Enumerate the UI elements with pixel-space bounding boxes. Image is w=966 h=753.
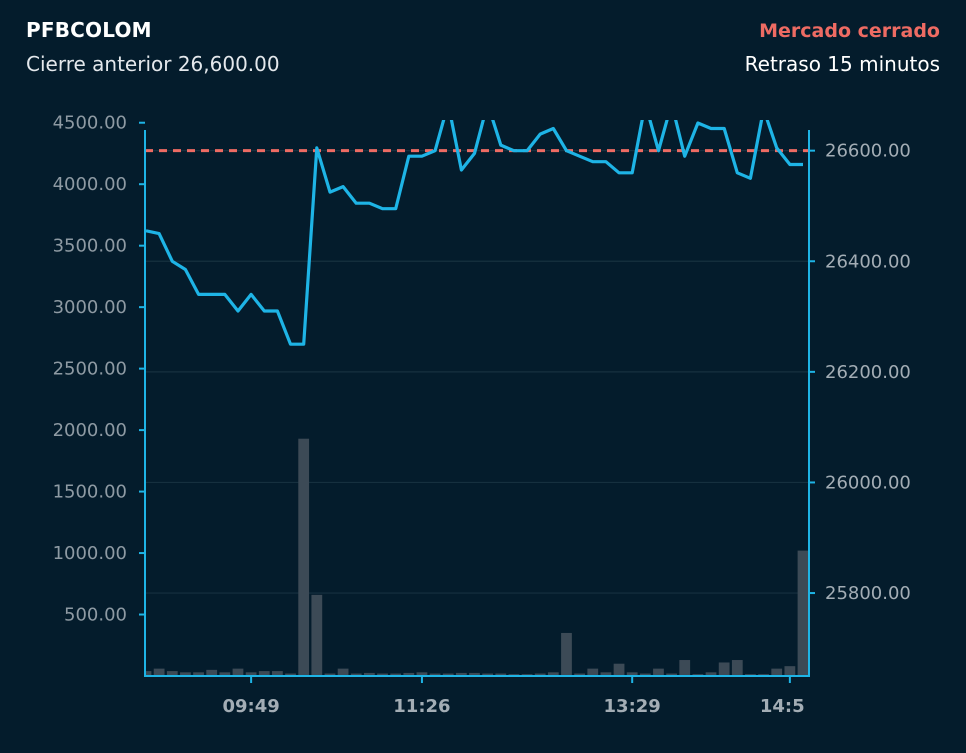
- volume-bar: [600, 672, 612, 676]
- volume-bar: [534, 673, 546, 676]
- volume-bar: [679, 660, 691, 676]
- volume-bar: [705, 672, 717, 676]
- volume-bar: [219, 672, 231, 676]
- right-axis-tick-label: 26200.00: [825, 362, 911, 383]
- previous-close-label: Cierre anterior 26,600.00: [26, 52, 280, 76]
- volume-bar: [206, 669, 218, 676]
- right-axis-tick-label: 26000.00: [825, 472, 911, 493]
- left-axis-tick-label: 500.00: [64, 605, 127, 626]
- ticker-symbol: PFBCOLOM: [26, 18, 152, 42]
- volume-bar: [718, 662, 730, 676]
- volume-bar: [797, 550, 809, 676]
- volume-bar: [561, 632, 572, 676]
- left-axis-tick-label: 2000.00: [53, 420, 127, 441]
- volume-bar: [429, 673, 441, 676]
- x-axis-tick-label: 11:26: [393, 696, 450, 717]
- volume-bar: [653, 668, 664, 676]
- volume-bar: [442, 673, 454, 676]
- axes: [139, 121, 815, 683]
- delay-notice: Retraso 15 minutos: [744, 52, 940, 76]
- volume-bar: [298, 438, 310, 676]
- volume-bar: [771, 668, 783, 676]
- volume-bar: [146, 671, 152, 676]
- volume-bar: [731, 660, 743, 676]
- volume-bar: [272, 671, 283, 676]
- x-axis-tick-label: 13:29: [604, 696, 661, 717]
- left-axis-tick-label: 3500.00: [53, 236, 127, 257]
- right-axis-tick-label: 26600.00: [825, 141, 911, 162]
- grid-lines: [145, 150, 809, 594]
- volume-bar: [193, 672, 204, 676]
- tick-labels: 500.00 1000.00 1500.00 2000.00 2500.00 3000.0…: [53, 113, 911, 717]
- volume-bar: [574, 673, 586, 676]
- volume-bar: [482, 673, 494, 676]
- left-axis-tick-label: 4000.00: [53, 174, 127, 195]
- volume-bar: [403, 672, 415, 676]
- volume-bar: [547, 672, 559, 676]
- price-line: [146, 120, 803, 346]
- volume-bar: [639, 673, 651, 676]
- volume-bar: [613, 663, 625, 676]
- volume-bars: [146, 438, 809, 676]
- left-axis-tick-label: 3000.00: [53, 297, 127, 318]
- volume-bar: [245, 672, 257, 676]
- volume-bar: [166, 671, 178, 676]
- volume-bar: [285, 673, 296, 676]
- volume-bar: [469, 672, 480, 676]
- left-axis-tick-label: 4500.00: [53, 113, 127, 134]
- left-axis-tick-label: 1000.00: [53, 543, 127, 564]
- volume-bar: [495, 673, 507, 676]
- left-axis-tick-label: 2500.00: [53, 359, 127, 380]
- volume-bar: [311, 594, 323, 676]
- market-status: Mercado cerrado: [759, 20, 940, 42]
- volume-bar: [232, 668, 244, 676]
- volume-bar: [324, 673, 336, 676]
- x-axis-tick-label: 09:49: [222, 696, 279, 717]
- volume-bar: [153, 668, 165, 676]
- price-line-layer: [146, 120, 809, 346]
- volume-bar: [258, 671, 270, 676]
- volume-bar: [666, 673, 677, 676]
- x-axis-tick-label: 14:5: [760, 696, 805, 717]
- volume-bar: [377, 673, 388, 676]
- volume-bar: [350, 673, 362, 676]
- volume-bar: [784, 666, 796, 676]
- volume-bar: [455, 672, 467, 676]
- volume-bar: [626, 672, 638, 676]
- volume-bar: [363, 672, 375, 676]
- left-axis-tick-label: 1500.00: [53, 482, 127, 503]
- right-axis-tick-label: 26400.00: [825, 251, 911, 272]
- volume-bar: [180, 672, 191, 676]
- volume-bar: [390, 673, 402, 676]
- volume-bar: [416, 672, 428, 676]
- volume-bar: [587, 668, 599, 676]
- right-axis-tick-label: 25800.00: [825, 583, 911, 604]
- volume-bar: [337, 668, 349, 676]
